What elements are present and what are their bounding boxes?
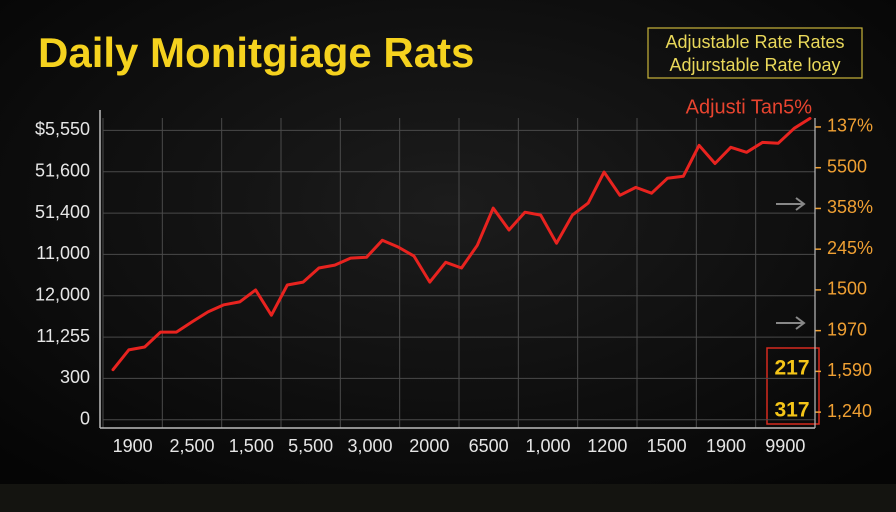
y-tick-label: 51,400	[35, 202, 90, 222]
x-tick-label: 5,500	[288, 436, 333, 456]
y-tick-label: 11,000	[36, 243, 90, 263]
x-tick-label: 1200	[587, 436, 627, 456]
y-tick-label: 11,255	[36, 326, 90, 346]
y-tick-label: 0	[80, 408, 90, 428]
value-box	[766, 347, 820, 425]
x-tick-label: 1500	[647, 436, 687, 456]
box-value: 317	[774, 399, 809, 422]
arrow	[776, 316, 806, 330]
floor-band	[0, 484, 896, 512]
x-tick-label: 6500	[469, 436, 509, 456]
x-tick-label: 1,500	[229, 436, 274, 456]
x-tick-label: 1900	[113, 436, 153, 456]
x-tick-label: 9900	[765, 436, 805, 456]
box-line: Adjurstable Rate loay	[669, 55, 840, 75]
chart-title: Daily Monitgiage Rats	[38, 29, 474, 76]
y2-tick-label: 1500	[827, 279, 867, 299]
x-tick-label: 2000	[409, 436, 449, 456]
x-tick-label: 1900	[706, 436, 746, 456]
y-tick-label: 51,600	[35, 160, 90, 180]
line-series	[111, 116, 812, 372]
y-tick-label: 300	[60, 367, 90, 387]
y2-tick-label: 5500	[827, 156, 867, 176]
box-line: Adjustable Rate Rates	[665, 32, 844, 52]
x-tick-label: 1,000	[525, 436, 570, 456]
y2-tick-label: 1970	[827, 319, 867, 339]
red-label: Adjusti Tan5%	[686, 96, 813, 118]
y2-tick-label: 1,240	[827, 401, 872, 421]
legend-box	[647, 27, 863, 79]
arrows	[776, 197, 806, 330]
box-value: 217	[774, 357, 809, 380]
y2-tick-label: 137%	[827, 116, 873, 136]
y-tick-label: $5,550	[35, 119, 90, 139]
y2-tick-label: 358%	[827, 197, 873, 217]
arrow	[776, 197, 806, 211]
x-tick-label: 3,000	[347, 436, 392, 456]
x-tick-label: 2,500	[169, 436, 214, 456]
y2-tick-label: 245%	[827, 238, 873, 258]
y-tick-label: 12,000	[35, 284, 90, 304]
y2-tick-label: 1,590	[827, 360, 872, 380]
